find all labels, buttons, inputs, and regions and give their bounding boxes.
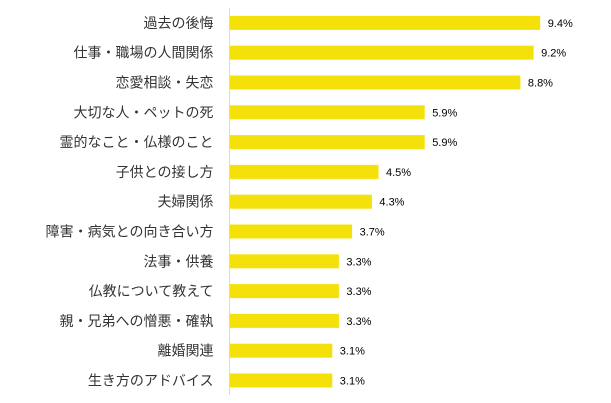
data-label: 3.7% — [360, 227, 385, 239]
category-label: 恋愛相談・失恋 — [116, 75, 214, 92]
category-label: 法事・供養 — [144, 253, 214, 270]
bar — [230, 224, 353, 239]
category-label: 過去の後悔 — [144, 16, 214, 32]
bar — [230, 135, 425, 150]
bar — [230, 164, 379, 179]
category-label: 障害・病気との向き合い方 — [46, 225, 214, 241]
bar — [230, 75, 521, 90]
data-label: 3.3% — [346, 316, 371, 328]
data-label: 3.3% — [346, 286, 371, 298]
data-label: 3.1% — [340, 376, 365, 388]
data-label: 4.5% — [386, 167, 411, 179]
bar — [230, 343, 333, 358]
data-label: 9.4% — [548, 18, 573, 30]
data-label: 9.2% — [541, 48, 566, 60]
bar — [230, 373, 333, 388]
bar — [230, 105, 425, 120]
category-label: 霊的なこと・仏様のこと — [60, 135, 214, 151]
data-label: 5.9% — [432, 137, 457, 149]
category-label: 仕事・職場の人間関係 — [74, 46, 214, 62]
category-label: 離婚関連 — [158, 343, 214, 360]
data-label: 5.9% — [432, 107, 457, 119]
category-label: 大切な人・ペットの死 — [74, 105, 214, 121]
category-label: 夫婦関係 — [158, 194, 214, 211]
bar — [230, 284, 339, 299]
bar — [230, 45, 534, 60]
category-label: 仏教について教えて — [89, 284, 214, 300]
bar — [230, 15, 541, 30]
data-label: 3.3% — [346, 256, 371, 268]
bar — [230, 194, 372, 209]
bar — [230, 313, 339, 328]
category-label: 子供との接し方 — [116, 164, 214, 181]
data-label: 4.3% — [379, 197, 404, 209]
data-label: 8.8% — [528, 78, 553, 90]
category-label: 親・兄弟への憎悪・確執 — [60, 313, 214, 330]
data-label: 3.1% — [340, 346, 365, 358]
bar — [230, 254, 339, 269]
category-label: 生き方のアドバイス — [88, 374, 214, 390]
bar-group: 過去の後悔 9.4% 仕事・職場の人間関係 9.2% 恋愛相談・失恋 8.8% 大切な人・ペ… — [46, 15, 573, 390]
